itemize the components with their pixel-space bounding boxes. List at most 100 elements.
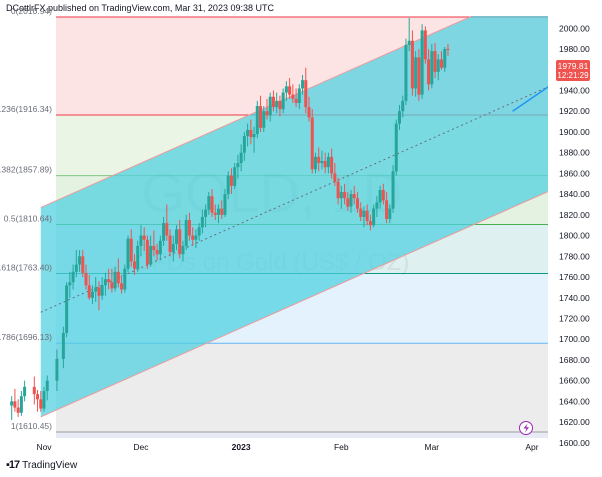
candle	[226, 171, 230, 200]
publish-header: DCottlrFX published on TradingView.com, …	[6, 3, 274, 13]
candle	[320, 150, 324, 170]
fib-label-1: 1(1610.45)	[11, 421, 52, 431]
candle-body	[116, 271, 120, 284]
price-tag-countdown: 12:21:29	[557, 71, 589, 80]
candle	[165, 204, 169, 241]
candle	[194, 229, 198, 249]
candle	[71, 264, 75, 290]
candle-body	[142, 235, 146, 240]
candle	[423, 26, 427, 64]
candle	[288, 78, 292, 99]
candle-body	[200, 216, 204, 228]
trendline[interactable]	[512, 61, 585, 112]
candle-body	[220, 208, 224, 215]
candle-body	[223, 194, 227, 215]
fib-label-0.786: 0.786(1696.13)	[0, 332, 52, 342]
price-tick-label: 1840.00	[559, 189, 590, 199]
candle	[197, 223, 201, 241]
candle-body	[346, 198, 350, 207]
fib-band-0.5	[56, 224, 548, 274]
candle-body	[217, 208, 221, 215]
candle-body	[378, 189, 382, 203]
candle-body	[181, 245, 185, 255]
close-value: 1979.81	[284, 23, 315, 33]
candle	[233, 163, 237, 189]
candle	[372, 204, 376, 228]
candle-body	[120, 283, 124, 290]
candle	[10, 396, 14, 421]
candle	[381, 183, 385, 205]
candle	[275, 92, 279, 114]
candle-body	[90, 291, 94, 298]
candle	[16, 399, 20, 417]
candle	[375, 196, 379, 217]
candle-body	[191, 235, 195, 240]
candle-body	[268, 96, 272, 116]
fibonacci-labels: 0(2010.94)0.236(1916.34)0.382(1857.89)0.…	[0, 6, 52, 431]
candle-body	[187, 220, 191, 236]
symbol-title[interactable]: CFDs on Gold (US$ / OZ), 1D, TVC	[10, 23, 145, 33]
candle	[446, 43, 450, 56]
candle-body	[19, 396, 23, 413]
candle-body	[271, 96, 275, 108]
candle	[220, 200, 224, 220]
candle-body	[68, 282, 72, 286]
candle-body	[171, 243, 175, 253]
candle-body	[436, 59, 440, 72]
lightning-icon[interactable]	[519, 421, 533, 435]
candle	[142, 227, 146, 252]
candle-body	[113, 271, 117, 289]
candle	[213, 204, 217, 221]
candle	[313, 152, 317, 174]
candle-body	[385, 200, 389, 220]
candle	[265, 98, 269, 120]
candle	[132, 254, 136, 275]
candle-body	[262, 111, 266, 128]
time-tick-label: 2023	[232, 442, 251, 452]
candle-body	[323, 160, 327, 168]
price-tick-label: 1640.00	[559, 396, 590, 406]
regression-channel[interactable]	[40, 0, 577, 418]
candle-body	[94, 287, 98, 292]
watermark: GOLD, 1D CFDs on Gold (US$ / OZ)	[135, 161, 410, 276]
candle	[404, 38, 408, 106]
candle	[65, 282, 69, 338]
candle-body	[275, 100, 279, 108]
candle-body	[368, 221, 372, 226]
candle	[410, 30, 414, 96]
candle-body	[45, 380, 49, 392]
price-axis-bg	[548, 16, 602, 440]
price-tick-label: 1920.00	[559, 106, 590, 116]
candle-body	[155, 250, 159, 255]
candle-body	[301, 80, 305, 89]
candle-body	[330, 156, 334, 174]
candle-body	[446, 48, 450, 50]
candle-body	[126, 238, 130, 269]
tradingview-logo-icon: ▪17	[6, 459, 20, 471]
candle-body	[407, 40, 411, 45]
candle-body	[420, 30, 424, 95]
candle	[388, 204, 392, 224]
candle-body	[87, 285, 91, 298]
candle-body	[81, 256, 85, 273]
candle-body	[249, 129, 253, 138]
candle-body	[297, 88, 301, 103]
footer-brand[interactable]: ▪17 TradingView	[6, 459, 77, 471]
fib-label-0.382: 0.382(1857.89)	[0, 165, 52, 175]
candle	[284, 81, 288, 101]
candle-body	[372, 208, 376, 226]
candle-body	[284, 86, 288, 93]
price-axis[interactable]: 1600.00 1620.00 1640.00 1660.00 1680.00 1700.…	[548, 16, 602, 448]
candle-body	[139, 235, 143, 246]
candle	[145, 235, 149, 269]
time-axis[interactable]: Nov Dec 2023 Feb Mar Apr	[36, 442, 538, 452]
price-tick-label: 1620.00	[559, 417, 590, 427]
candle	[39, 391, 43, 412]
channel-midline	[40, 86, 548, 313]
candle-body	[239, 152, 243, 164]
price-tick-label: 1880.00	[559, 148, 590, 158]
fibonacci-bands	[0, 16, 548, 438]
candle	[100, 277, 104, 300]
price-tick-label: 1740.00	[559, 293, 590, 303]
